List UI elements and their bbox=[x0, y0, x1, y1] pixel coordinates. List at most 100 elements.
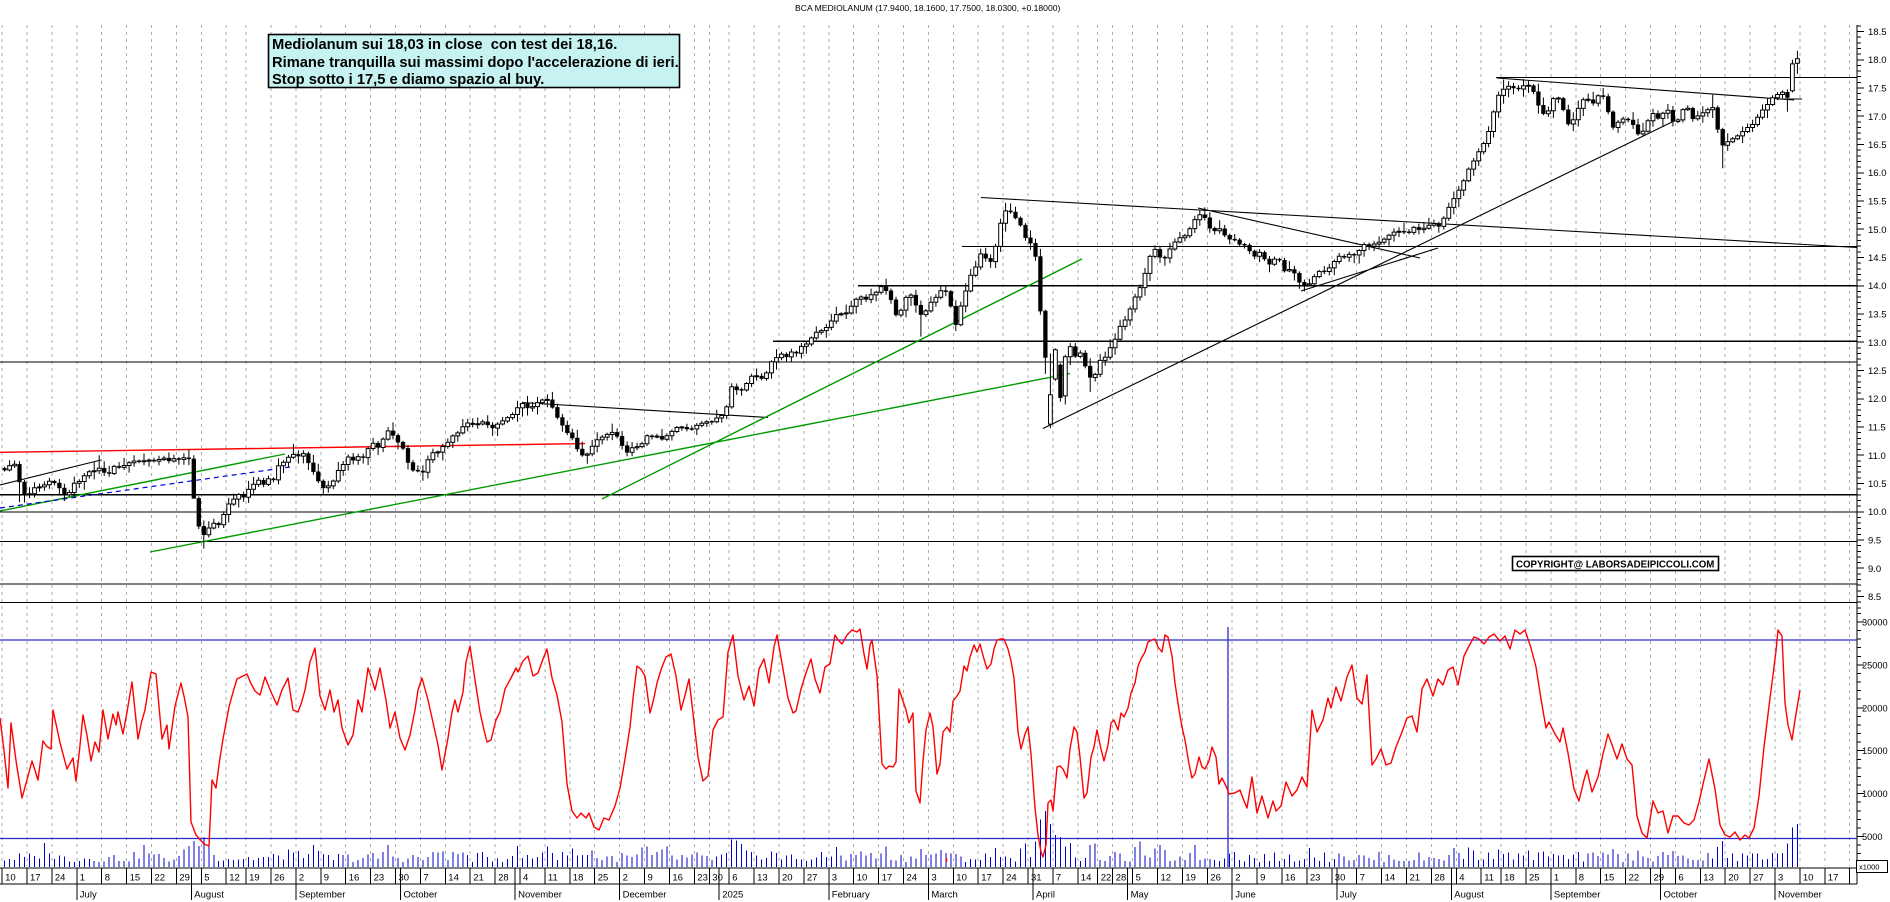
svg-text:13: 13 bbox=[1703, 873, 1714, 884]
svg-text:August: August bbox=[1454, 890, 1484, 901]
svg-text:11.5: 11.5 bbox=[1868, 423, 1886, 434]
svg-text:15.0: 15.0 bbox=[1868, 225, 1887, 236]
svg-text:13.0: 13.0 bbox=[1868, 338, 1887, 349]
svg-text:10: 10 bbox=[857, 873, 868, 884]
svg-text:2: 2 bbox=[623, 873, 628, 884]
svg-text:10: 10 bbox=[1803, 873, 1814, 884]
svg-text:12: 12 bbox=[229, 873, 240, 884]
svg-text:18.0: 18.0 bbox=[1868, 55, 1887, 66]
svg-text:Mediolanum sui 18,03 in close: Mediolanum sui 18,03 in close con test d… bbox=[272, 37, 617, 53]
svg-text:22: 22 bbox=[155, 873, 166, 884]
svg-text:30000: 30000 bbox=[1862, 618, 1888, 628]
svg-text:5000: 5000 bbox=[1862, 832, 1882, 842]
svg-text:14: 14 bbox=[448, 873, 459, 884]
svg-text:2025: 2025 bbox=[722, 890, 743, 901]
svg-text:22: 22 bbox=[1629, 873, 1640, 884]
svg-text:31: 31 bbox=[1031, 873, 1042, 884]
svg-text:8: 8 bbox=[105, 873, 110, 884]
svg-text:16.0: 16.0 bbox=[1868, 168, 1887, 179]
svg-text:4: 4 bbox=[1459, 873, 1464, 884]
svg-text:17.5: 17.5 bbox=[1868, 84, 1887, 95]
svg-text:10.0: 10.0 bbox=[1868, 507, 1887, 518]
svg-text:May: May bbox=[1131, 890, 1149, 901]
svg-text:16.5: 16.5 bbox=[1868, 140, 1887, 151]
svg-text:October: October bbox=[404, 890, 438, 901]
svg-text:30: 30 bbox=[399, 873, 410, 884]
svg-text:17: 17 bbox=[882, 873, 893, 884]
svg-text:10: 10 bbox=[5, 873, 16, 884]
svg-text:15: 15 bbox=[130, 873, 141, 884]
svg-text:9.5: 9.5 bbox=[1868, 536, 1881, 547]
svg-text:18: 18 bbox=[573, 873, 584, 884]
svg-text:15: 15 bbox=[1604, 873, 1615, 884]
svg-text:9.0: 9.0 bbox=[1868, 564, 1881, 575]
svg-text:18.5: 18.5 bbox=[1868, 27, 1887, 38]
svg-text:February: February bbox=[832, 890, 870, 901]
svg-text:March: March bbox=[931, 890, 957, 901]
svg-text:December: December bbox=[623, 890, 667, 901]
svg-text:17: 17 bbox=[981, 873, 992, 884]
svg-text:July: July bbox=[80, 890, 97, 901]
svg-text:14: 14 bbox=[1081, 873, 1092, 884]
svg-text:6: 6 bbox=[732, 873, 737, 884]
svg-text:5: 5 bbox=[1136, 873, 1141, 884]
svg-text:29: 29 bbox=[179, 873, 190, 884]
svg-text:15000: 15000 bbox=[1862, 746, 1888, 756]
svg-text:13.5: 13.5 bbox=[1868, 310, 1887, 321]
svg-text:25000: 25000 bbox=[1862, 660, 1888, 670]
svg-text:4: 4 bbox=[523, 873, 528, 884]
svg-text:12.5: 12.5 bbox=[1868, 366, 1887, 377]
svg-text:14: 14 bbox=[1385, 873, 1396, 884]
svg-text:28: 28 bbox=[1116, 873, 1127, 884]
svg-text:16: 16 bbox=[349, 873, 360, 884]
svg-text:24: 24 bbox=[55, 873, 66, 884]
svg-text:8: 8 bbox=[1579, 873, 1584, 884]
svg-text:June: June bbox=[1235, 890, 1256, 901]
svg-text:27: 27 bbox=[807, 873, 818, 884]
svg-text:23: 23 bbox=[1310, 873, 1321, 884]
svg-text:7: 7 bbox=[1360, 873, 1365, 884]
svg-text:22: 22 bbox=[1101, 873, 1112, 884]
svg-text:19: 19 bbox=[1185, 873, 1196, 884]
svg-text:15.5: 15.5 bbox=[1868, 197, 1887, 208]
svg-text:10.5: 10.5 bbox=[1868, 479, 1887, 490]
svg-text:26: 26 bbox=[274, 873, 285, 884]
svg-text:12: 12 bbox=[1161, 873, 1172, 884]
svg-text:2: 2 bbox=[1235, 873, 1240, 884]
svg-text:29: 29 bbox=[1654, 873, 1665, 884]
svg-text:5: 5 bbox=[204, 873, 209, 884]
svg-text:18: 18 bbox=[1504, 873, 1515, 884]
svg-text:24: 24 bbox=[907, 873, 918, 884]
svg-text:28: 28 bbox=[498, 873, 509, 884]
svg-text:14.0: 14.0 bbox=[1868, 281, 1887, 292]
svg-text:28: 28 bbox=[1434, 873, 1445, 884]
svg-text:30: 30 bbox=[1335, 873, 1346, 884]
svg-text:Stop sotto i 17,5 e diamo spaz: Stop sotto i 17,5 e diamo spazio al buy. bbox=[272, 72, 544, 88]
svg-text:21: 21 bbox=[473, 873, 484, 884]
svg-text:24: 24 bbox=[1006, 873, 1017, 884]
svg-text:6: 6 bbox=[1678, 873, 1683, 884]
svg-text:3: 3 bbox=[832, 873, 837, 884]
svg-text:11.0: 11.0 bbox=[1868, 451, 1886, 462]
svg-text:3: 3 bbox=[931, 873, 936, 884]
svg-text:x1000: x1000 bbox=[1859, 863, 1879, 872]
svg-text:16: 16 bbox=[1285, 873, 1296, 884]
svg-text:2: 2 bbox=[299, 873, 304, 884]
svg-text:7: 7 bbox=[1056, 873, 1061, 884]
svg-text:9: 9 bbox=[1260, 873, 1265, 884]
svg-text:21: 21 bbox=[1410, 873, 1421, 884]
svg-text:9: 9 bbox=[324, 873, 329, 884]
svg-text:9: 9 bbox=[648, 873, 653, 884]
svg-text:July: July bbox=[1340, 890, 1357, 901]
svg-text:10000: 10000 bbox=[1862, 789, 1888, 799]
svg-text:April: April bbox=[1036, 890, 1055, 901]
svg-text:10: 10 bbox=[956, 873, 967, 884]
svg-text:20000: 20000 bbox=[1862, 703, 1888, 713]
svg-text:25: 25 bbox=[598, 873, 609, 884]
svg-text:23: 23 bbox=[697, 873, 708, 884]
svg-text:27: 27 bbox=[1753, 873, 1764, 884]
svg-text:20: 20 bbox=[1728, 873, 1739, 884]
svg-text:25: 25 bbox=[1529, 873, 1540, 884]
svg-text:17.0: 17.0 bbox=[1868, 112, 1887, 123]
svg-text:11: 11 bbox=[1484, 873, 1494, 884]
